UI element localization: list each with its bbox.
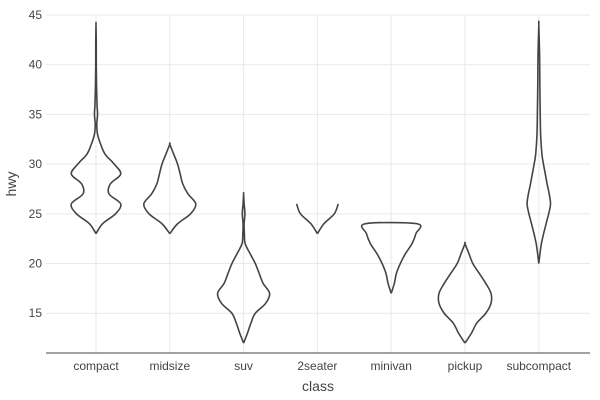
y-tick-labels: 15 20 25 30 35 40 45 — [29, 8, 43, 320]
y-tick-label: 45 — [29, 8, 43, 22]
violin-2seater — [295, 203, 339, 235]
violin-compact — [70, 21, 122, 235]
x-tick-label: subcompact — [506, 359, 571, 373]
y-tick-label: 25 — [29, 207, 43, 221]
x-tick-label: 2seater — [297, 359, 337, 373]
violin-suv — [216, 191, 271, 344]
x-tick-label: midsize — [149, 359, 190, 373]
x-axis-title: class — [302, 378, 334, 394]
violin-midsize — [142, 142, 197, 235]
y-tick-label: 30 — [29, 157, 43, 171]
x-tick-labels: compact midsize suv 2seater minivan pickup sub… — [73, 359, 571, 373]
y-tick-label: 15 — [29, 306, 43, 320]
y-tick-label: 40 — [29, 58, 43, 72]
x-tick-label: minivan — [371, 359, 412, 373]
violin-pickup — [437, 241, 493, 344]
y-axis-title: hwy — [3, 172, 19, 197]
violin-minivan — [360, 221, 422, 294]
y-tick-label: 20 — [29, 257, 43, 271]
grid-lines — [46, 14, 590, 353]
violin-subcompact — [526, 20, 552, 264]
x-tick-label: compact — [73, 359, 119, 373]
y-tick-label: 35 — [29, 107, 43, 121]
x-tick-label: suv — [234, 359, 253, 373]
x-tick-label: pickup — [448, 359, 483, 373]
violins — [70, 20, 552, 344]
